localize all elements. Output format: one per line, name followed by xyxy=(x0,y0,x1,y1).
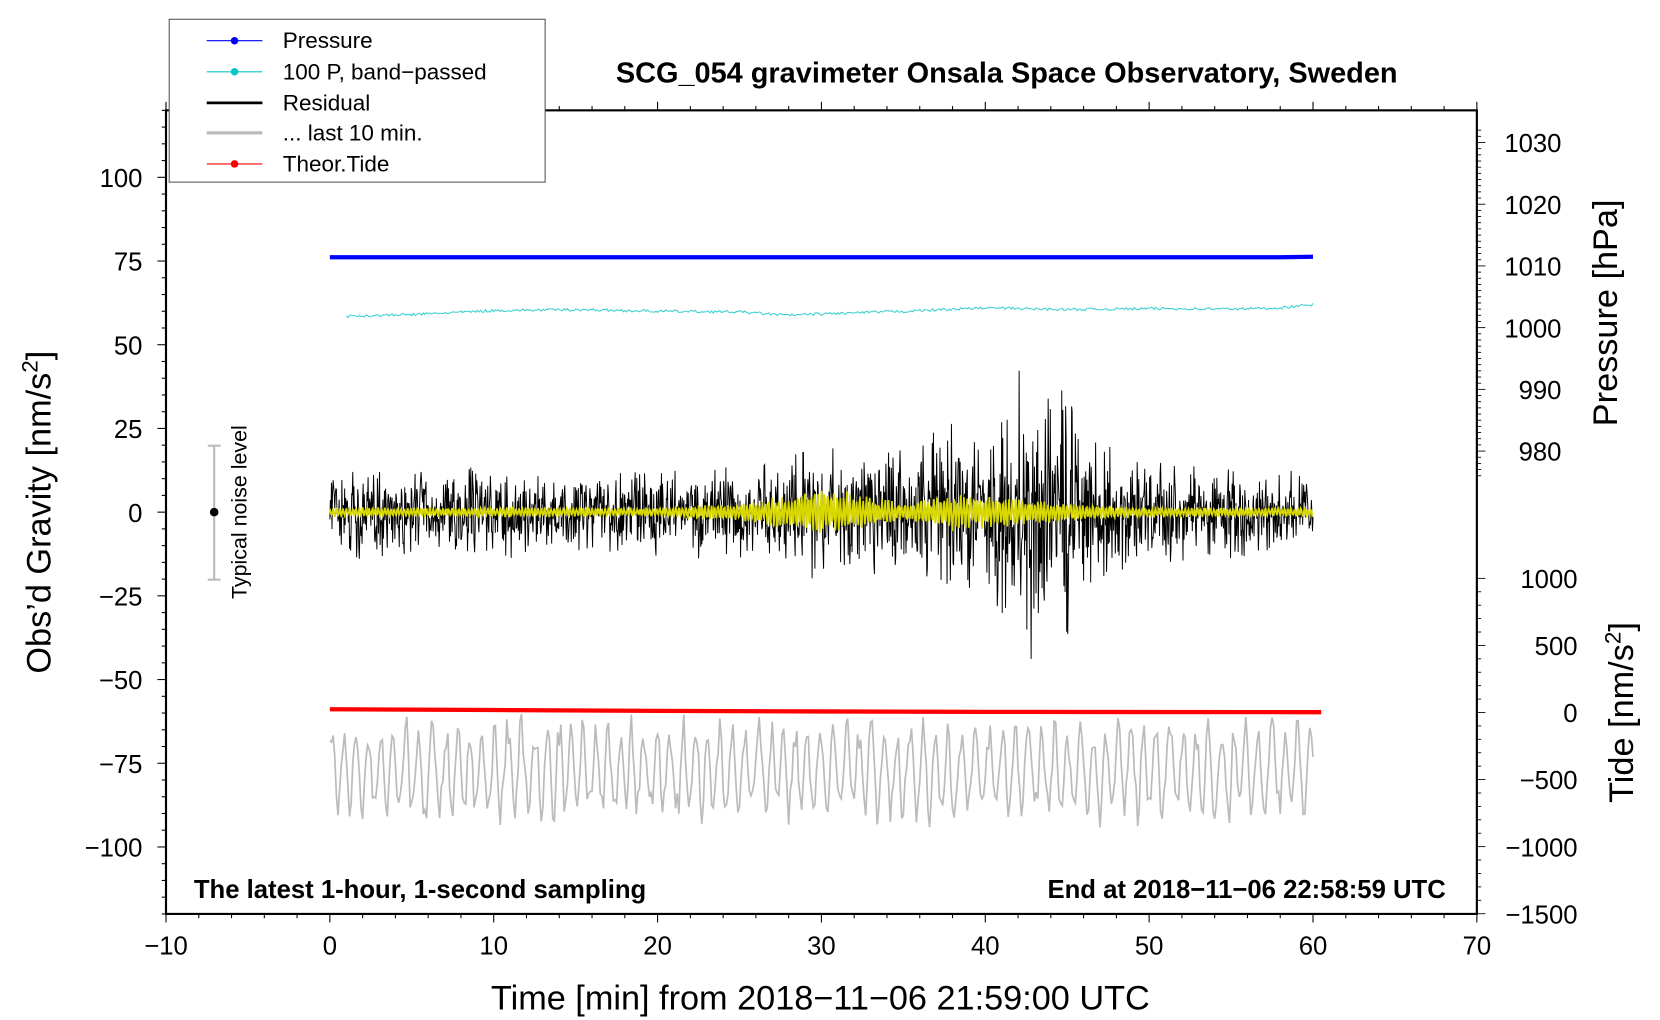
annotation-latest-hour: The latest 1-hour, 1-second sampling xyxy=(194,876,646,904)
tide-axis-label: Tide [nm/s2] xyxy=(1600,622,1641,803)
pressure-tick-label: 1010 xyxy=(1504,254,1561,282)
x-tick-label: 20 xyxy=(643,933,672,961)
chart-title: SCG_054 gravimeter Onsala Space Observat… xyxy=(616,57,1398,89)
pressure-tick-label: 980 xyxy=(1519,439,1562,467)
y-tick-label: −75 xyxy=(99,751,143,779)
y-axis-label: Obs’d Gravity [nm/s2] xyxy=(17,351,58,674)
x-tick-label: 70 xyxy=(1463,933,1492,961)
svg-text:... last 10 min.: ... last 10 min. xyxy=(283,120,423,145)
legend-entry-last-10-min: ... last 10 min. xyxy=(206,120,423,145)
tide-tick-label: 0 xyxy=(1563,700,1577,728)
legend-entry-band-passed: 100 P, band−passed xyxy=(206,59,487,84)
y-tick-label: 100 xyxy=(100,165,143,193)
plot-series xyxy=(329,254,1322,828)
svg-text:Residual: Residual xyxy=(283,90,370,115)
legend-entry-residual: Residual xyxy=(206,90,370,115)
y-tick-label: 75 xyxy=(114,249,143,277)
pressure-tick-label: 1000 xyxy=(1504,315,1561,343)
legend-entry-theor-tide: Theor.Tide xyxy=(206,151,390,176)
tide-tick-label: −500 xyxy=(1520,767,1578,795)
x-tick-label: 30 xyxy=(807,933,836,961)
tide-tick-label: −1000 xyxy=(1505,834,1577,862)
y-tick-label: −50 xyxy=(99,667,143,695)
x-tick-label: 60 xyxy=(1299,933,1328,961)
y-tick-label: −100 xyxy=(85,835,143,863)
y-tick-label: −25 xyxy=(99,583,143,611)
series-residual-filtered xyxy=(329,490,1314,533)
x-tick-label: 10 xyxy=(479,933,508,961)
x-axis-label: Time [min] from 2018−11−06 21:59:00 UTC xyxy=(491,979,1150,1017)
legend-entry-pressure: Pressure xyxy=(206,28,373,53)
y-tick-label: 25 xyxy=(114,416,143,444)
x-tick-label: 40 xyxy=(971,933,1000,961)
y-tick-label: 50 xyxy=(114,332,143,360)
series-last-10-min xyxy=(329,713,1314,828)
noise-level-indicator: Typical noise level xyxy=(207,425,251,599)
pressure-axis-label: Pressure [hPa] xyxy=(1587,200,1625,427)
annotation-end-time: End at 2018−11−06 22:58:59 UTC xyxy=(1047,876,1445,904)
y-tick-label: 0 xyxy=(128,500,142,528)
x-tick-label: 0 xyxy=(323,933,337,961)
noise-level-label: Typical noise level xyxy=(227,425,251,599)
pressure-tick-label: 1020 xyxy=(1504,192,1561,220)
series-band-passed xyxy=(345,303,1314,319)
tide-tick-label: 500 xyxy=(1535,633,1578,661)
tide-tick-label: 1000 xyxy=(1520,566,1577,594)
svg-text:Theor.Tide: Theor.Tide xyxy=(283,151,390,176)
pressure-tick-label: 990 xyxy=(1519,377,1562,405)
x-tick-label: −10 xyxy=(144,933,188,961)
series-pressure xyxy=(329,254,1314,260)
axis-ticks: −10 0 10 20 30 40 50 60 701007550250−25−50−75−10… xyxy=(85,101,1578,961)
tide-tick-label: −1500 xyxy=(1505,901,1577,929)
series-theor-tide xyxy=(329,707,1322,715)
svg-text:Pressure: Pressure xyxy=(283,28,373,53)
legend: Pressure 100 P, band−passed Residual ...… xyxy=(168,18,546,183)
svg-text:100 P, band−passed: 100 P, band−passed xyxy=(283,59,487,84)
pressure-tick-label: 1030 xyxy=(1504,130,1561,158)
x-tick-label: 50 xyxy=(1135,933,1164,961)
